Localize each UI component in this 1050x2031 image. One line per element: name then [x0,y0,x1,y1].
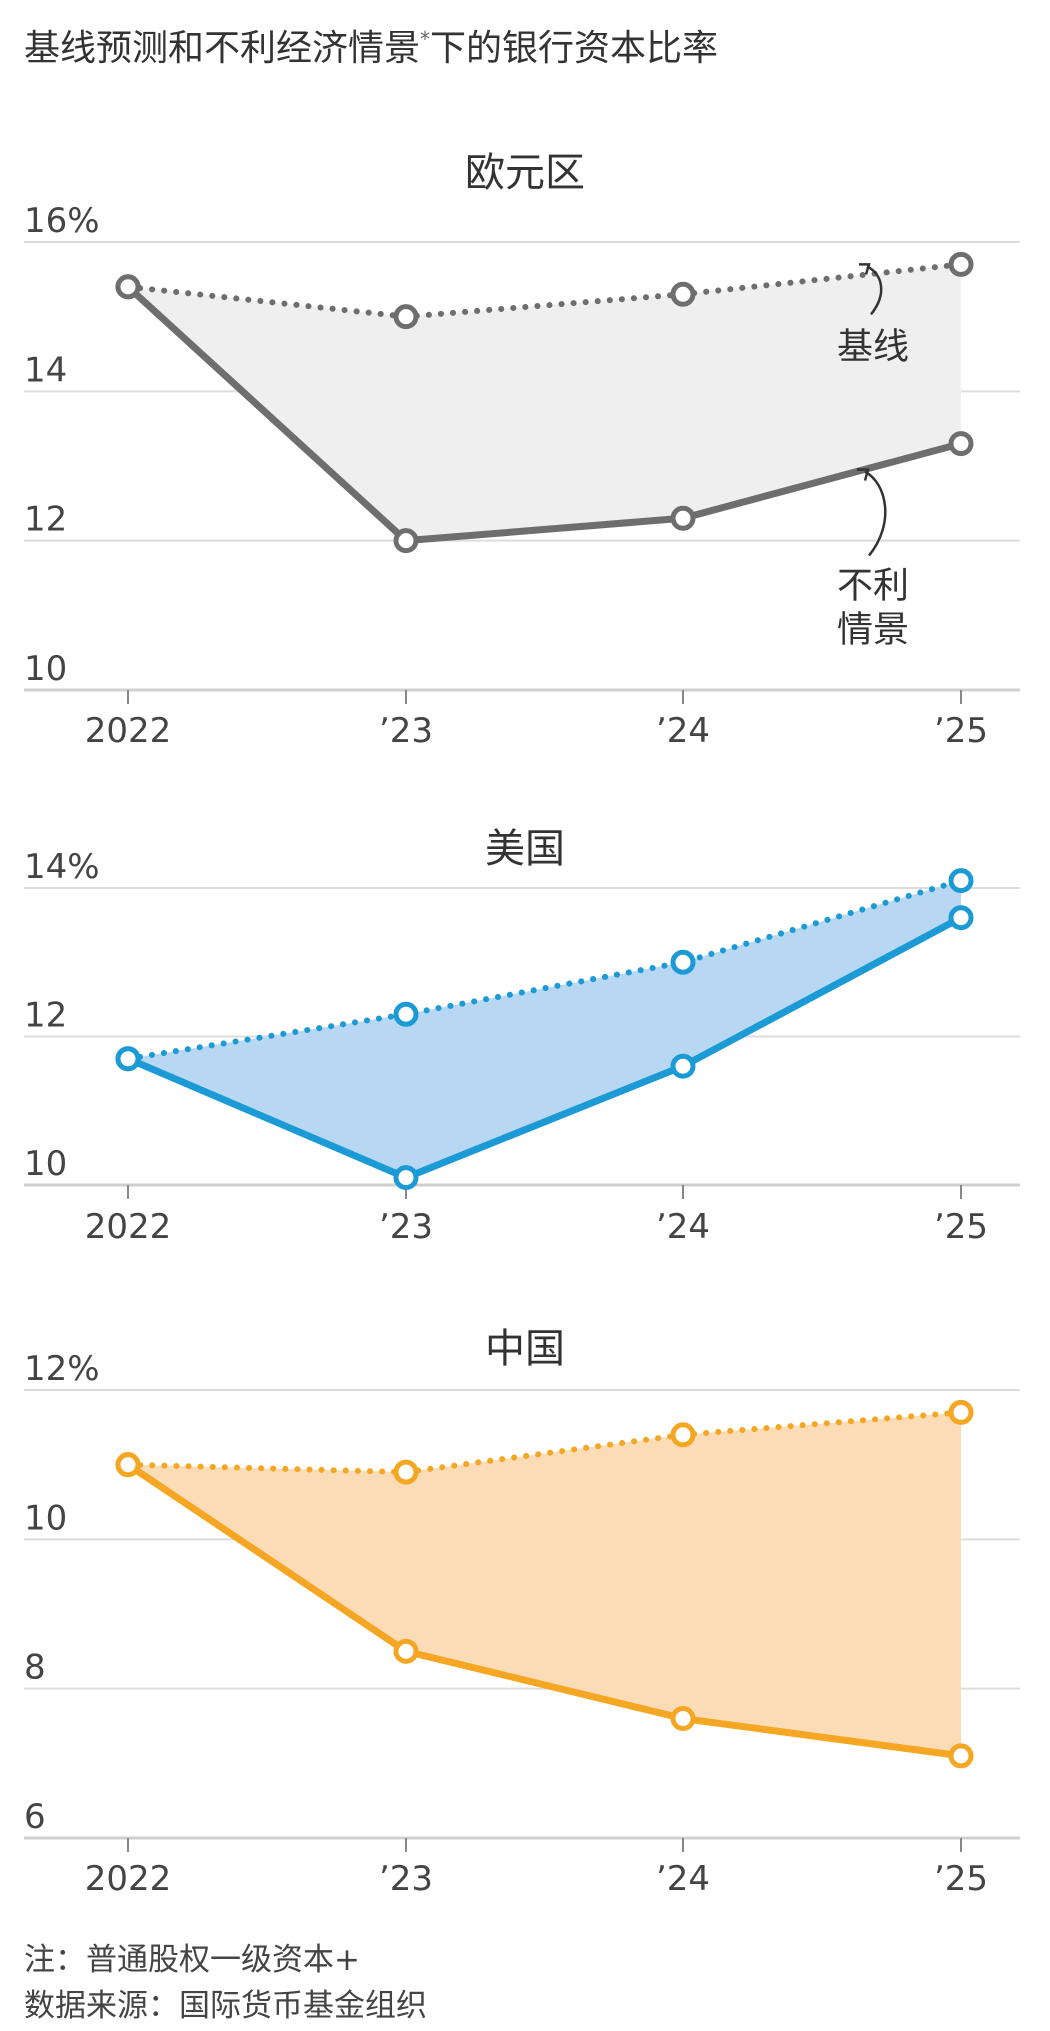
y-tick-label: 12 [24,996,67,1036]
gap-area [128,880,961,1178]
series-line-adverse [124,1461,965,1760]
source-note: 数据来源：国际货币基金组织 [24,1988,427,2024]
data-point-baseline [670,1422,696,1448]
data-point-baseline [115,1452,141,1478]
footnote: 注：普通股权一级资本+ [24,1942,360,1978]
annotation-arrow-baseline [866,265,883,316]
x-tick-label: ’24 [656,1859,710,1899]
data-point-baseline [670,281,696,307]
data-point-adverse [948,1743,974,1769]
chart-title: 欧元区 [465,150,585,196]
y-tick-label: 10 [24,1144,67,1184]
data-point-adverse [393,528,419,554]
series-line-baseline [125,877,964,1062]
gap-area [128,264,961,541]
data-point-adverse [670,1706,696,1732]
x-tick-label: ’25 [934,1859,988,1899]
y-tick-label: 14% [24,847,100,887]
arrow-head [859,263,871,275]
figure-title-sup: * [420,27,430,51]
y-tick-label: 14 [24,350,67,390]
y-tick-label: 12 [24,500,67,540]
arrow-head [857,468,870,481]
x-tick-label: ’24 [656,711,710,751]
x-tick-label: ’23 [379,1859,433,1899]
data-point-baseline [393,1459,419,1485]
data-point-adverse [393,1638,419,1664]
data-point-baseline [393,1001,419,1027]
y-tick-label: 6 [24,1797,46,1837]
x-tick-label: ’23 [379,711,433,751]
figure-title-main: 基线预测和不利经济情景 [24,28,420,69]
annotation-baseline: 基线 [837,326,909,367]
gap-area [128,1412,961,1756]
data-point-baseline [670,949,696,975]
x-tick-label: ’23 [379,1207,433,1247]
data-point-baseline [948,868,974,894]
data-point-baseline [948,1399,974,1425]
x-tick-label: 2022 [85,1207,172,1247]
y-tick-label: 10 [24,1498,67,1538]
data-point-baseline [948,251,974,277]
annotation-arrow-adverse [864,470,887,557]
y-tick-label: 8 [24,1648,46,1688]
data-point-baseline [115,274,141,300]
data-point-adverse [670,1053,696,1079]
annotation-adverse: 不利 [837,566,909,607]
series-line-adverse [124,914,965,1182]
x-tick-label: 2022 [85,1859,172,1899]
figure-title: 基线预测和不利经济情景*下的银行资本比率 [24,27,718,69]
chart-title: 中国 [485,1326,565,1372]
data-point-adverse [670,505,696,531]
x-tick-label: ’25 [934,1207,988,1247]
chart-panel-china: 中国 6 8 10 12% 2022 ’23 ’24 ’25 [24,1326,1020,1899]
series-line-adverse [124,283,965,545]
data-point-adverse [948,905,974,931]
chart-panel-us: 美国 10 12 14% 2022 ’23 ’24 ’25 [24,826,1020,1247]
data-point-baseline [115,1046,141,1072]
figure-title-rest: 下的银行资本比率 [430,28,718,69]
data-point-adverse [948,431,974,457]
annotation-adverse: 情景 [837,610,909,651]
chart-title: 美国 [485,826,565,872]
x-tick-label: 2022 [85,711,172,751]
y-tick-label: 10 [24,649,67,689]
y-tick-label: 16% [24,201,100,241]
data-point-adverse [393,1165,419,1191]
data-point-baseline [393,304,419,330]
x-tick-label: ’24 [656,1207,710,1247]
y-tick-label: 12% [24,1349,100,1389]
x-tick-label: ’25 [934,711,988,751]
